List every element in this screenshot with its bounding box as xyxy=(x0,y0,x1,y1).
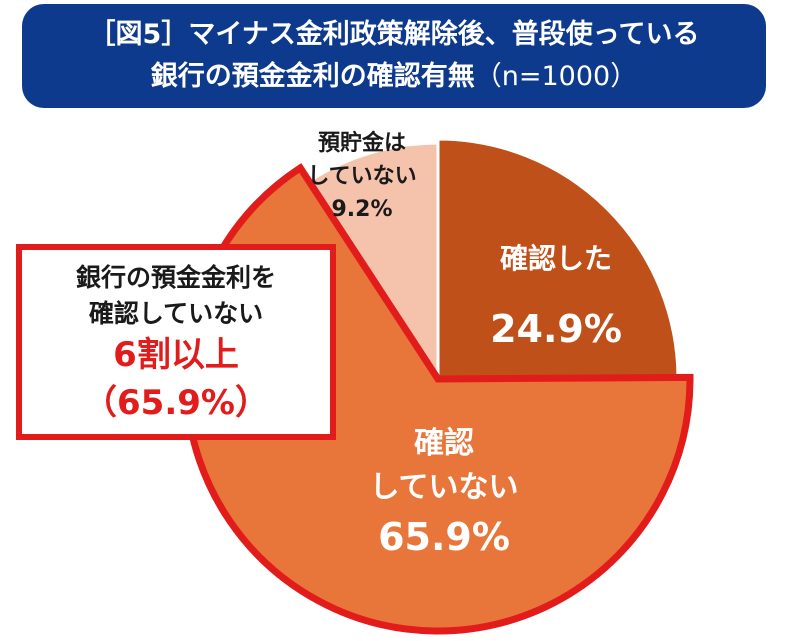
highlight-callout-box: 銀行の預金金利を 確認していない 6割以上 （65.9%） xyxy=(16,244,336,440)
label-confirmed: 確認した xyxy=(500,242,612,275)
label-no-savings-line2: していない xyxy=(307,164,416,189)
value-label-not-confirmed: 65.9% xyxy=(378,515,510,559)
label-not-confirmed-line1: 確認 xyxy=(414,426,474,461)
chart-title-line2: 銀行の預金金利の確認有無（n=1000） xyxy=(22,60,766,94)
callout-percentage: （65.9%） xyxy=(83,383,269,423)
label-no-savings-line1: 預貯金は xyxy=(318,130,406,156)
callout-emphasis: 6割以上 xyxy=(113,335,239,375)
value-label-no-savings: 9.2% xyxy=(331,197,392,222)
label-not-confirmed-line2: していない xyxy=(369,470,518,505)
value-label-confirmed: 24.9% xyxy=(490,307,622,351)
slice-confirmed xyxy=(436,137,680,381)
slice-no-savings xyxy=(306,141,440,385)
callout-line2: 確認していない xyxy=(88,299,264,328)
pie-slices xyxy=(182,137,694,635)
chart-sample-size: （n=1000） xyxy=(474,61,638,92)
chart-title-line1: ［図5］マイナス金利政策解除後、普段使っている xyxy=(88,19,700,50)
chart-title-banner: ［図5］マイナス金利政策解除後、普段使っている 銀行の預金金利の確認有無（n=1… xyxy=(22,4,766,108)
callout-line1: 銀行の預金金利を xyxy=(75,263,276,292)
chart-title-main: 銀行の預金金利の確認有無 xyxy=(150,61,475,92)
